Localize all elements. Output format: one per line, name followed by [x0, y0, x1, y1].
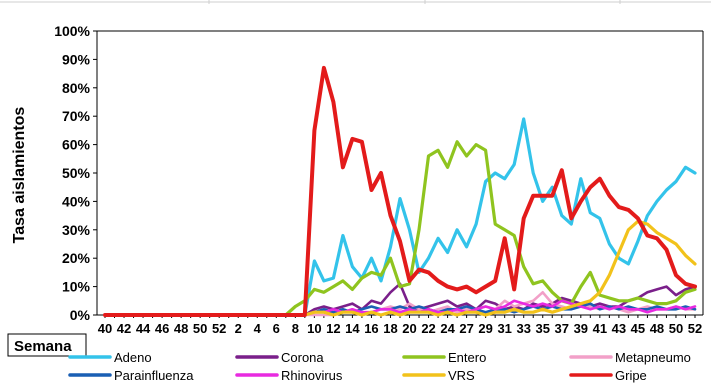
x-tick-label: 43	[612, 321, 626, 336]
legend-label-adeno: Adeno	[114, 350, 152, 365]
y-tick-label: 80%	[62, 80, 91, 96]
y-tick-label: 50%	[62, 165, 91, 181]
y-tick-label: 20%	[62, 250, 91, 266]
legend-label-entero: Entero	[448, 350, 486, 365]
series-line-gripe	[103, 65, 697, 317]
x-tick-label: 33	[516, 321, 530, 336]
y-tick-label: 30%	[62, 222, 91, 238]
x-tick-label: 20	[402, 321, 416, 336]
x-tick-label: 45	[631, 321, 645, 336]
y-tick-label: 0%	[70, 307, 91, 323]
x-tick-label: 50	[193, 321, 207, 336]
x-tick-label: 42	[117, 321, 131, 336]
x-tick-label: 50	[669, 321, 683, 336]
x-tick-label: 52	[212, 321, 226, 336]
x-tick-label: 48	[174, 321, 188, 336]
y-tick-label: 10%	[62, 279, 91, 295]
legend-label-parainfluenza: Parainfluenza	[114, 368, 194, 383]
legend-label-vrs: VRS	[448, 368, 475, 383]
x-tick-label: 29	[478, 321, 492, 336]
legend-label-gripe: Gripe	[615, 368, 647, 383]
x-tick-label: 4	[254, 321, 262, 336]
x-tick-label: 41	[593, 321, 607, 336]
x-tick-label: 14	[345, 321, 360, 336]
y-tick-label: 70%	[62, 108, 91, 124]
x-tick-label: 39	[574, 321, 588, 336]
x-axis-label: Semana	[14, 338, 72, 355]
x-tick-label: 37	[555, 321, 569, 336]
series-lines	[103, 65, 697, 317]
x-tick-label: 10	[307, 321, 321, 336]
x-tick-label: 31	[497, 321, 511, 336]
y-axis-ticks: 0% 10% 20% 30% 40% 50% 60% 70% 80% 90% 100%	[54, 23, 97, 323]
y-tick-label: 60%	[62, 137, 91, 153]
x-axis-ticks: 40 42 44 46 48 50 52 2 4 6 8 10 12 14 16 18 20 22 24 27 29 31…	[98, 315, 702, 336]
y-tick-label: 90%	[62, 51, 91, 67]
y-axis-label: Tasa aislamientos	[11, 107, 28, 244]
legend-label-corona: Corona	[281, 350, 324, 365]
x-tick-label: 44	[136, 321, 151, 336]
y-tick-label: 100%	[54, 23, 90, 39]
x-axis-name-box	[7, 333, 87, 357]
x-tick-label: 24	[440, 321, 455, 336]
legend-label-metapneumo: Metapneumo	[615, 350, 691, 365]
x-tick-label: 48	[650, 321, 664, 336]
legend-label-rhinovirus: Rhinovirus	[281, 368, 343, 383]
x-tick-label: 8	[292, 321, 299, 336]
x-tick-label: 6	[273, 321, 280, 336]
x-tick-label: 40	[98, 321, 112, 336]
x-tick-label: 2	[235, 321, 242, 336]
x-tick-label: 27	[459, 321, 473, 336]
y-tick-label: 40%	[62, 193, 91, 209]
x-tick-label: 52	[688, 321, 702, 336]
x-tick-label: 46	[155, 321, 169, 336]
x-tick-label: 18	[383, 321, 397, 336]
x-tick-label: 16	[364, 321, 378, 336]
x-tick-label: 22	[421, 321, 435, 336]
x-tick-label: 12	[326, 321, 340, 336]
x-tick-label: 35	[536, 321, 550, 336]
legend: Adeno Corona Entero Metapneumo Parainfluenza…	[68, 350, 691, 383]
